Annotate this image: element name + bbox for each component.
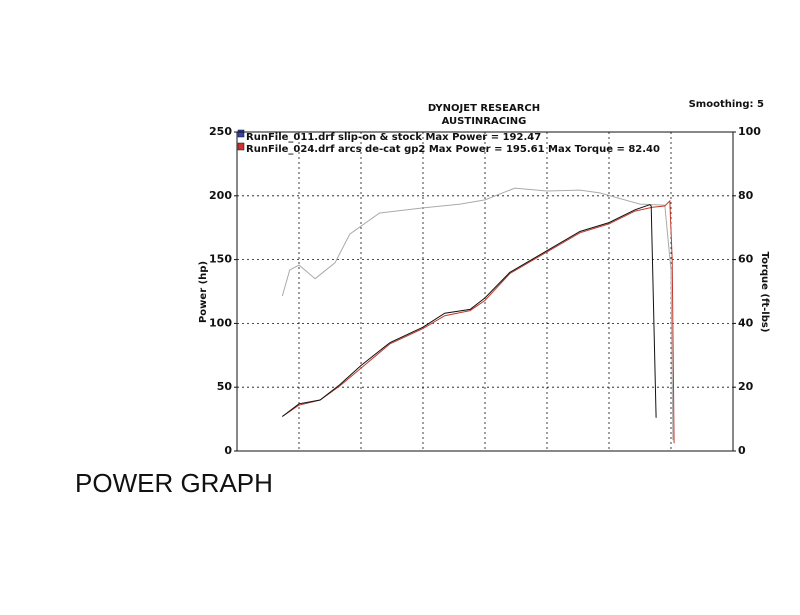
annotation: Max Torque = 82.40 — [548, 144, 660, 155]
legend-entry: RunFile_024.drf arcs de-cat gp2 Max Powe… — [246, 144, 545, 155]
y-tick-label: 250 — [209, 125, 232, 138]
y2-axis-label: Torque (ft-lbs) — [759, 252, 770, 333]
y2-tick-label: 80 — [738, 189, 754, 202]
series-line — [281, 187, 674, 441]
caption: POWER GRAPH — [75, 468, 273, 498]
y2-tick-label: 100 — [738, 125, 761, 138]
series-line — [282, 199, 675, 444]
chart-title: DYNOJET RESEARCH — [428, 103, 540, 114]
legend-swatch — [237, 142, 245, 151]
y2-tick-label: 40 — [738, 316, 754, 329]
plot-frame — [236, 131, 734, 452]
chart-subtitle: AUSTINRACING — [442, 116, 527, 127]
y2-tick-label: 0 — [738, 444, 746, 457]
legend-swatch — [237, 129, 245, 138]
y-tick-label: 150 — [209, 253, 232, 266]
smoothing: Smoothing: 5 — [689, 99, 764, 110]
y-tick-label: 0 — [224, 444, 232, 457]
legend-entry: RunFile_011.drf slip-on & stock Max Powe… — [246, 132, 541, 143]
y2-tick-label: 20 — [738, 380, 754, 393]
y-tick-label: 100 — [209, 316, 232, 329]
y2-tick-label: 60 — [738, 253, 754, 266]
y-tick-label: 50 — [217, 380, 233, 393]
series-line — [281, 204, 657, 418]
y-tick-label: 200 — [209, 189, 232, 202]
y-axis-label: Power (hp) — [198, 261, 209, 323]
